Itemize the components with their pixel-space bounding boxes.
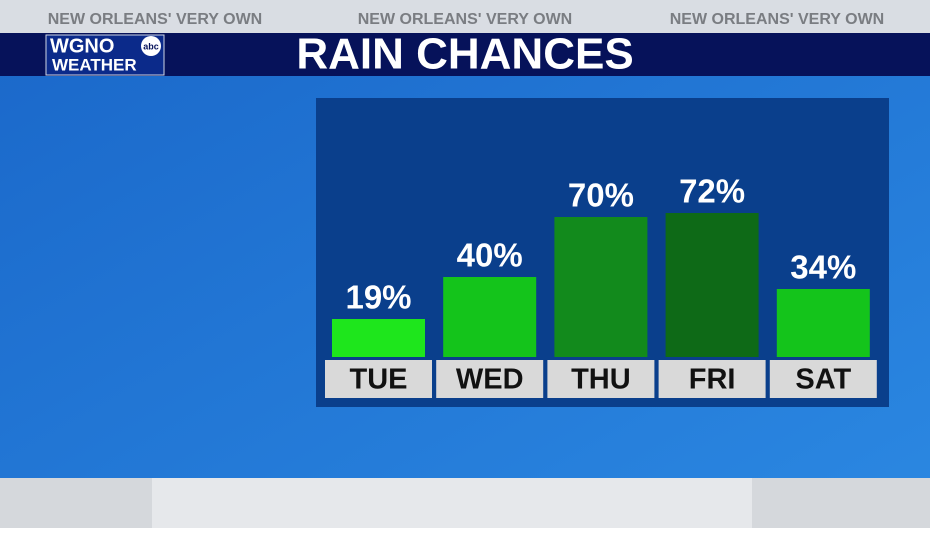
category-box <box>547 360 655 398</box>
value-label: 19% <box>345 279 411 316</box>
x-tick-label: SAT <box>795 364 851 396</box>
category-box <box>325 360 432 398</box>
category-box <box>769 360 877 398</box>
x-tick-label: WED <box>456 364 524 396</box>
x-tick-label: TUE <box>350 364 408 396</box>
logo-station: WGNO <box>50 35 114 57</box>
bar <box>443 277 537 357</box>
banner-text: NEW ORLEANS' VERY OWN <box>358 11 572 28</box>
value-label: 40% <box>457 237 523 274</box>
banner-text: NEW ORLEANS' VERY OWN <box>670 11 884 28</box>
logo-circle <box>141 36 161 56</box>
value-label: 70% <box>568 177 634 214</box>
top-strip <box>0 0 930 33</box>
bar <box>332 319 425 357</box>
chart-title: RAIN CHANCES <box>296 30 633 79</box>
value-label: 72% <box>679 173 745 210</box>
category-box <box>436 360 544 398</box>
x-tick-label: THU <box>571 364 631 396</box>
bottom-panel <box>152 478 752 528</box>
logo-label: WEATHER <box>52 55 137 74</box>
bar <box>776 289 870 357</box>
logo-network: abc <box>143 41 159 51</box>
bar <box>665 213 759 357</box>
bar <box>554 217 648 357</box>
category-box <box>658 360 766 398</box>
banner-text: NEW ORLEANS' VERY OWN <box>48 11 262 28</box>
value-label: 34% <box>790 249 856 286</box>
x-tick-label: FRI <box>689 364 736 396</box>
